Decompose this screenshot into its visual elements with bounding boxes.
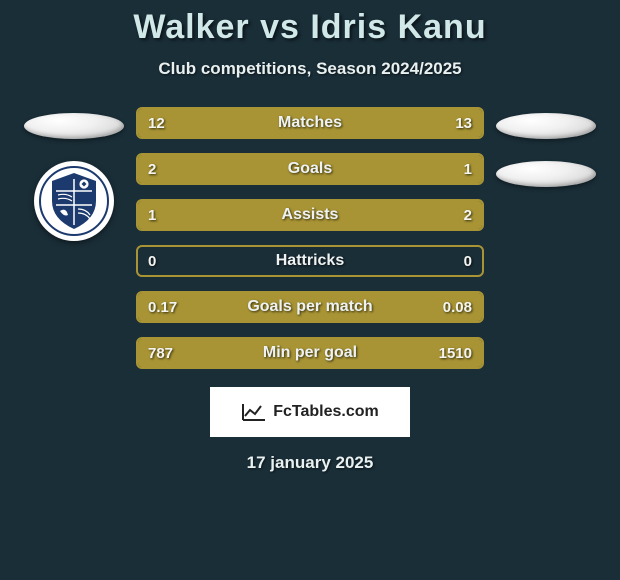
player-ellipse-right-1 (496, 113, 596, 139)
stat-bar: 7871510Min per goal (136, 337, 484, 369)
bar-label: Min per goal (138, 344, 482, 362)
bar-label: Goals per match (138, 298, 482, 316)
bar-label: Hattricks (138, 252, 482, 270)
right-column (496, 107, 596, 187)
stat-bar: 21Goals (136, 153, 484, 185)
attribution-text: FcTables.com (273, 403, 379, 421)
bar-label: Goals (138, 160, 482, 178)
stat-bar: 00Hattricks (136, 245, 484, 277)
stat-bars: 1213Matches 21Goals 12Assists 00Hattricks 0.… (136, 107, 484, 369)
bar-label: Assists (138, 206, 482, 224)
page-subtitle: Club competitions, Season 2024/2025 (0, 59, 620, 79)
chart-icon (241, 402, 267, 422)
stat-bar: 12Assists (136, 199, 484, 231)
date-text: 17 january 2025 (0, 453, 620, 473)
page-title: Walker vs Idris Kanu (0, 8, 620, 47)
player-ellipse-left (24, 113, 124, 139)
bar-label: Matches (138, 114, 482, 132)
club-badge-left (34, 161, 114, 241)
player-ellipse-right-2 (496, 161, 596, 187)
stat-bar: 0.170.08Goals per match (136, 291, 484, 323)
stat-bar: 1213Matches (136, 107, 484, 139)
comparison-card: Walker vs Idris Kanu Club competitions, … (0, 0, 620, 473)
left-column (24, 107, 124, 241)
main-row: 1213Matches 21Goals 12Assists 00Hattricks 0.… (0, 107, 620, 369)
attribution-badge: FcTables.com (210, 387, 410, 437)
shield-icon (38, 165, 110, 237)
